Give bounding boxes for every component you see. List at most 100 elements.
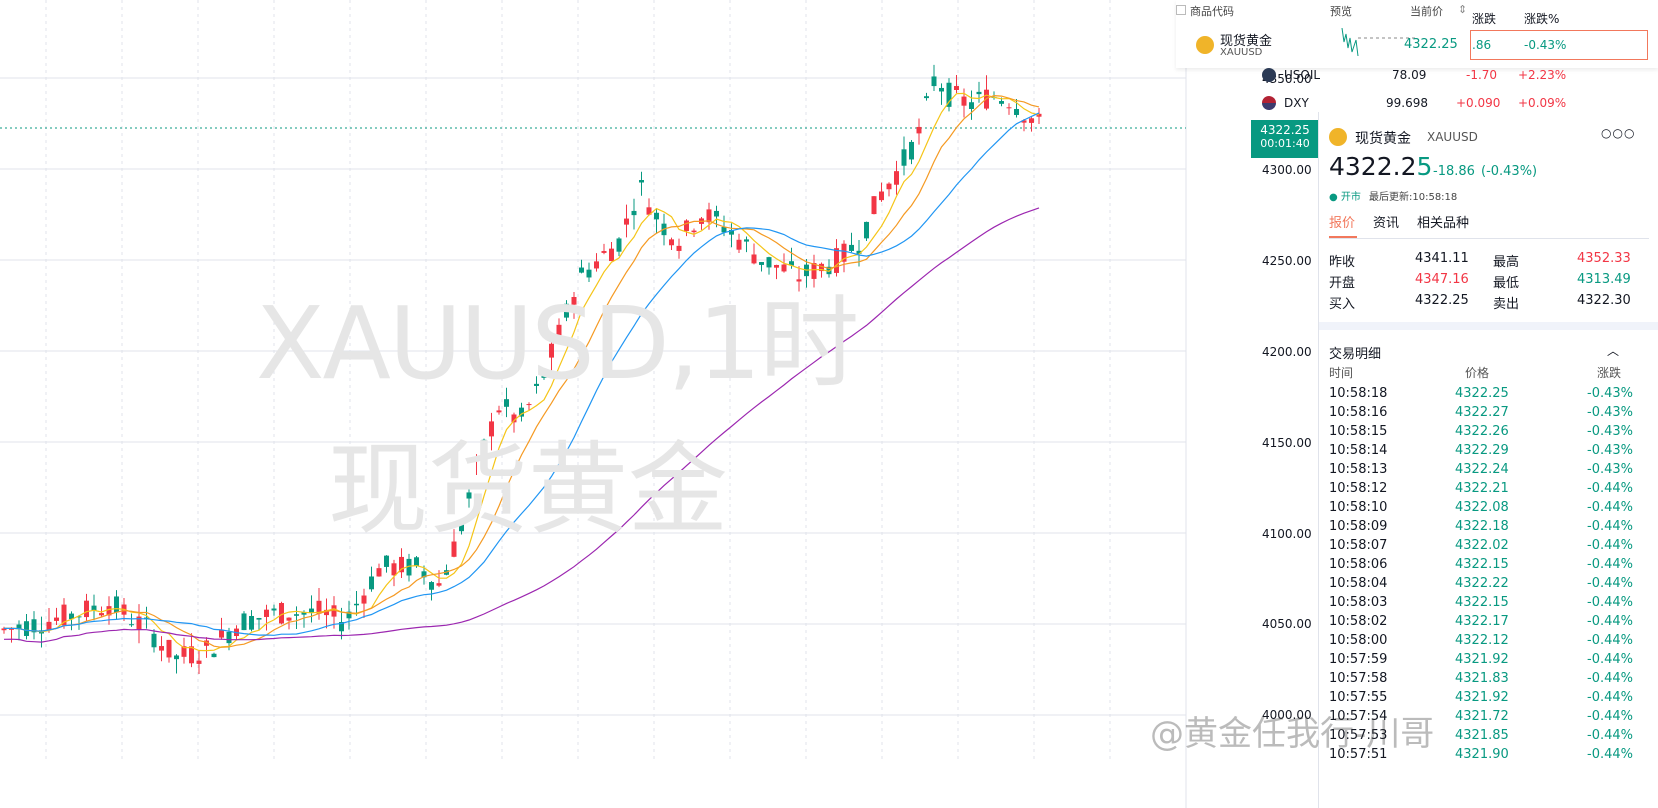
col-price[interactable]: 当前价 (1410, 5, 1443, 18)
trade-price: 4322.08 (1455, 500, 1509, 515)
y-tick-label: 4200.00 (1262, 345, 1312, 359)
candle-body (129, 624, 134, 626)
candle-body (69, 613, 74, 620)
candle-body (564, 303, 569, 318)
candle-body (316, 600, 322, 614)
trade-row: 10:57:53 4321.85 -0.44% (1319, 728, 1658, 748)
tab-news[interactable]: 资讯 (1373, 216, 1400, 231)
candle-body (931, 76, 937, 87)
trade-row: 10:58:06 4322.15 -0.44% (1319, 557, 1658, 577)
trade-row: 10:58:15 4322.26 -0.43% (1319, 424, 1658, 444)
candle-body (796, 279, 802, 282)
trade-time: 10:58:15 (1329, 424, 1388, 439)
chart-canvas[interactable] (0, 0, 1246, 808)
quote-code: XAUUSD (1427, 130, 1478, 144)
row-change-pct: -0.43% (1524, 38, 1567, 52)
candle-body (534, 383, 539, 386)
candle-body (714, 210, 719, 217)
trade-time: 10:58:07 (1329, 538, 1388, 553)
candle-body (811, 263, 817, 279)
y-tick-label: 4050.00 (1262, 617, 1312, 631)
sort-icon[interactable]: ⇕ (1458, 3, 1468, 16)
ma20-line (3, 112, 1040, 636)
tab-quote[interactable]: 报价 (1329, 216, 1356, 231)
candle-body (204, 640, 209, 646)
candle-body (706, 209, 712, 223)
trade-change: -0.44% (1587, 595, 1633, 610)
col-code[interactable]: 商品代码 (1190, 5, 1234, 18)
trade-row: 10:58:02 4322.17 -0.44% (1319, 614, 1658, 634)
watchlist-row-xauusd[interactable]: 现货黄金 XAUUSD 4322.25 (1176, 24, 1658, 68)
col-change-pct[interactable]: 涨跌% (1524, 12, 1560, 26)
candle-body (31, 619, 37, 633)
trade-price: 4322.12 (1455, 633, 1509, 648)
trade-time: 10:57:53 (1329, 728, 1388, 743)
candle-body (924, 96, 929, 99)
trade-change: -0.43% (1587, 405, 1633, 420)
candle-body (826, 266, 832, 275)
candle-body (594, 261, 599, 269)
trade-price: 4321.83 (1455, 671, 1509, 686)
trade-time: 10:58:00 (1329, 633, 1388, 648)
low-value: 4313.49 (1577, 272, 1631, 287)
candle-body (586, 269, 592, 278)
trade-row: 10:58:04 4322.22 -0.44% (1319, 576, 1658, 596)
us-flag-icon (1262, 96, 1276, 110)
candle-body (864, 221, 869, 239)
trade-change: -0.44% (1587, 500, 1633, 515)
select-all-checkbox[interactable] (1176, 5, 1186, 15)
trade-time: 10:57:51 (1329, 747, 1388, 762)
trade-change: -0.44% (1587, 728, 1633, 743)
candle-body (691, 230, 697, 233)
watchlist-row-usoil[interactable]: USOIL 78.09 -1.70 +2.23% (1176, 64, 1658, 86)
trade-row: 10:58:14 4322.29 -0.43% (1319, 443, 1658, 463)
trade-change: -0.43% (1587, 424, 1633, 439)
candle-body (354, 603, 359, 606)
candle-body (279, 602, 284, 624)
col-change[interactable]: 涨跌 (1472, 12, 1497, 26)
trade-row: 10:57:54 4321.72 -0.44% (1319, 709, 1658, 729)
chart-watermark-symbol: XAUUSD,1时 (256, 285, 859, 402)
tab-related[interactable]: 相关品种 (1417, 216, 1470, 231)
candle-body (226, 631, 232, 644)
candle-body (871, 196, 877, 215)
trade-row: 10:58:10 4322.08 -0.44% (1319, 500, 1658, 520)
candle-body (616, 238, 622, 252)
ask-value: 4322.30 (1577, 293, 1631, 308)
col-preview: 预览 (1330, 5, 1352, 18)
trade-price: 4322.27 (1455, 405, 1509, 420)
candlestick-chart[interactable]: XAUUSD,1时 现货黄金 (0, 0, 1246, 808)
candle-body (459, 524, 464, 532)
row-price: 78.09 (1392, 68, 1427, 82)
col-price: 价格 (1465, 366, 1490, 380)
last-price-tag: 4322.25 00:01:40 (1251, 120, 1319, 158)
trade-row: 10:58:07 4322.02 -0.44% (1319, 538, 1658, 558)
candle-body (916, 126, 922, 134)
candle-body (76, 616, 82, 618)
collapse-icon[interactable]: ︿ (1607, 344, 1620, 358)
candle-body (624, 218, 629, 225)
open-label: 开盘 (1329, 276, 1356, 291)
watchlist-popup: 商品代码 预览 当前价 ⇕ 现货黄金 XAUUSD 4322.25 USOIL … (1176, 0, 1658, 120)
col-time: 时间 (1329, 366, 1354, 380)
price-main: 4322.2 (1329, 152, 1417, 181)
candle-body (819, 263, 824, 272)
trade-time: 10:58:09 (1329, 519, 1388, 534)
candle-body (571, 297, 577, 305)
row-change: .86 (1472, 38, 1492, 52)
candle-body (369, 576, 374, 590)
trade-row: 10:58:03 4322.15 -0.44% (1319, 595, 1658, 615)
candle-body (894, 171, 899, 185)
candle-body (114, 596, 119, 613)
trade-row: 10:58:16 4322.27 -0.43% (1319, 405, 1658, 425)
watchlist-row-dxy[interactable]: DXY 99.698 +0.090 +0.09% (1176, 92, 1658, 112)
trade-price: 4321.85 (1455, 728, 1509, 743)
trade-time: 10:58:14 (1329, 443, 1388, 458)
candle-body (759, 262, 764, 265)
trade-change: -0.44% (1587, 538, 1633, 553)
candle-body (181, 646, 187, 657)
candle-body (654, 212, 659, 220)
more-icon[interactable]: ○○○ (1601, 126, 1636, 140)
symbol-code: XAUUSD (1220, 47, 1263, 58)
candle-body (1006, 107, 1012, 109)
